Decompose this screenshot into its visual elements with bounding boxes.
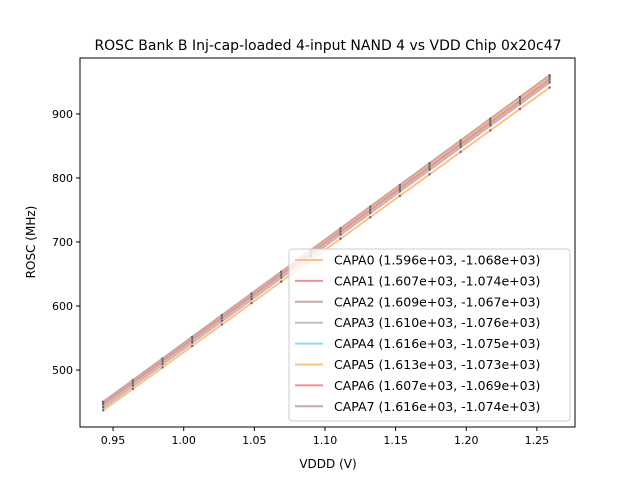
x-tick-label: 1.00	[171, 434, 196, 447]
data-point	[250, 301, 253, 305]
legend-item: CAPA4 (1.616e+03, -1.075e+03)	[295, 336, 540, 351]
series-line	[102, 80, 551, 408]
y-axis-label: ROSC (MHz)	[24, 206, 38, 279]
series-line	[102, 76, 551, 405]
y-tick-label: 500	[52, 364, 73, 377]
data-point	[428, 173, 431, 176]
data-point	[190, 338, 194, 341]
x-tick-label: 1.20	[454, 434, 479, 447]
data-point	[161, 366, 164, 369]
data-point	[220, 319, 224, 322]
chart-title: ROSC Bank B Inj-cap-loaded 4-input NAND …	[94, 38, 561, 54]
data-point	[190, 335, 194, 339]
series-CAPA6	[101, 78, 551, 406]
legend-box	[288, 248, 571, 422]
data-point	[489, 117, 492, 120]
data-point	[428, 161, 431, 165]
data-point	[131, 387, 135, 391]
data-point	[428, 165, 431, 168]
data-point	[368, 216, 372, 219]
data-point	[398, 194, 402, 198]
x-axis: 0.95 1.00 1.05 1.10 1.15 1.20 1.25	[101, 427, 549, 447]
data-point	[161, 362, 164, 365]
x-tick-label: 1.10	[313, 434, 338, 447]
y-tick-label: 800	[52, 172, 73, 185]
data-point	[489, 121, 492, 124]
legend-label: CAPA5 (1.613e+03, -1.073e+03)	[334, 357, 540, 372]
data-point	[161, 359, 164, 363]
x-tick-label: 1.25	[525, 434, 550, 447]
x-tick-label: 1.05	[242, 434, 267, 447]
x-axis-label: VDDD (V)	[299, 457, 356, 471]
legend-label: CAPA3 (1.610e+03, -1.076e+03)	[334, 315, 540, 330]
data-point	[131, 384, 135, 387]
data-point	[368, 208, 372, 212]
data-point	[220, 316, 224, 320]
legend-item: CAPA6 (1.607e+03, -1.069e+03)	[295, 378, 540, 393]
x-tick-label: 0.95	[101, 434, 126, 447]
data-point	[220, 314, 224, 317]
data-point	[250, 297, 253, 301]
data-point	[398, 183, 402, 187]
data-point	[489, 129, 492, 132]
data-point	[279, 273, 283, 276]
data-point	[250, 292, 253, 295]
data-point	[339, 230, 342, 233]
legend-label: CAPA2 (1.609e+03, -1.067e+03)	[334, 294, 540, 309]
y-tick-label: 700	[52, 236, 73, 249]
series-line	[102, 74, 551, 403]
legend-label: CAPA6 (1.607e+03, -1.069e+03)	[334, 378, 540, 393]
legend-label: CAPA0 (1.596e+03, -1.068e+03)	[334, 253, 540, 268]
series-layer	[101, 74, 551, 412]
data-point	[459, 150, 462, 154]
data-point	[131, 381, 135, 384]
data-point	[161, 357, 164, 360]
data-point	[548, 78, 551, 81]
y-tick-label: 900	[52, 108, 73, 121]
data-point	[190, 344, 194, 348]
legend-item: CAPA5 (1.613e+03, -1.073e+03)	[295, 357, 540, 372]
data-point	[250, 295, 253, 298]
data-point	[101, 403, 105, 406]
legend-item: CAPA2 (1.609e+03, -1.067e+03)	[295, 294, 540, 309]
legend-label: CAPA7 (1.616e+03, -1.074e+03)	[334, 399, 540, 414]
data-point	[279, 280, 283, 283]
data-point	[131, 379, 135, 382]
y-axis: 500 600 700 800 900	[52, 108, 80, 377]
legend-item: CAPA7 (1.616e+03, -1.074e+03)	[295, 399, 540, 414]
series-line	[102, 78, 551, 406]
legend-label: CAPA1 (1.607e+03, -1.074e+03)	[334, 273, 540, 288]
data-point	[101, 405, 105, 409]
legend-item: CAPA1 (1.607e+03, -1.074e+03)	[295, 273, 540, 288]
legend: CAPA0 (1.596e+03, -1.068e+03) CAPA1 (1.60…	[288, 248, 571, 422]
y-tick-label: 600	[52, 300, 73, 313]
data-point	[459, 139, 462, 142]
data-point	[339, 232, 342, 236]
data-point	[518, 99, 522, 103]
data-point	[368, 205, 372, 208]
data-point	[548, 86, 551, 89]
data-point	[279, 275, 283, 279]
legend-item: CAPA0 (1.596e+03, -1.068e+03)	[295, 253, 540, 268]
legend-label: CAPA4 (1.616e+03, -1.075e+03)	[334, 336, 540, 351]
data-point	[339, 227, 342, 230]
data-point	[101, 400, 105, 404]
x-tick-label: 1.15	[383, 434, 408, 447]
data-point	[190, 340, 194, 344]
legend-item: CAPA3 (1.610e+03, -1.076e+03)	[295, 315, 540, 330]
data-point	[548, 74, 551, 77]
data-point	[368, 211, 372, 214]
data-point	[398, 187, 402, 190]
data-point	[101, 409, 105, 412]
series-CAPA7	[101, 74, 551, 404]
data-point	[339, 237, 342, 240]
data-point	[459, 142, 462, 146]
data-point	[518, 107, 522, 111]
data-point	[220, 323, 224, 326]
data-point	[279, 270, 283, 273]
data-point	[518, 95, 522, 99]
